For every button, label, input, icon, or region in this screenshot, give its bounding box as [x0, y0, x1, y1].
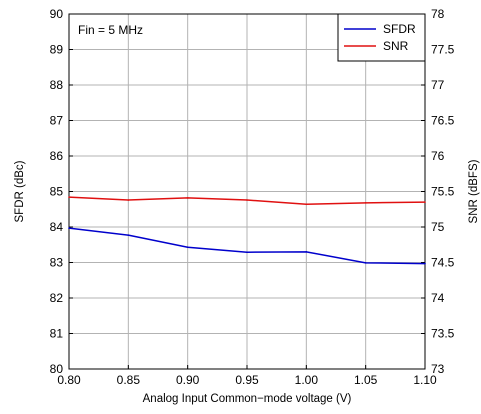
data-point-sfdr — [127, 234, 130, 236]
x-tick-label-0-90: 0.90 — [176, 373, 200, 387]
y-right-tick-label-76: 76 — [431, 149, 445, 163]
x-tick-label-1-05: 1.05 — [354, 373, 378, 387]
x-tick-label-0-80: 0.80 — [57, 373, 81, 387]
annotation-text: Fin = 5 MHz — [78, 23, 143, 37]
y-left-tick-label-86: 86 — [50, 149, 64, 163]
y-right-tick-label-77-5: 77.5 — [431, 43, 455, 57]
x-tick-label-1-10: 1.10 — [413, 373, 437, 387]
y-right-tick-label-78: 78 — [431, 7, 445, 21]
series-lines — [68, 196, 426, 265]
data-point-sfdr — [186, 246, 189, 249]
data-point-sfdr — [305, 251, 308, 253]
y-right-tick-label-74: 74 — [431, 291, 445, 305]
legend: SFDR SNR — [337, 13, 426, 62]
data-point-snr — [305, 203, 308, 206]
data-point-sfdr — [68, 227, 70, 229]
y-left-tick-label-85: 85 — [50, 185, 64, 199]
x-tick-label-0-85: 0.85 — [117, 373, 141, 387]
y-axis-title-left: SFDR (dBc) — [14, 160, 26, 222]
y-right-tick-label-74-5: 74.5 — [431, 256, 455, 270]
data-point-sfdr — [246, 251, 248, 254]
data-point-sfdr — [424, 262, 426, 265]
y-left-tick-label-87: 87 — [50, 114, 64, 128]
legend-label-snr: SNR — [383, 39, 409, 53]
data-point-snr — [364, 202, 367, 204]
y-left-tick-label-81: 81 — [50, 327, 64, 341]
axis-ticks: 0.80 0.85 0.90 0.95 1.00 1.05 1.10 80 81 82 83 84 85… — [50, 7, 455, 387]
y-right-tick-label-73-5: 73.5 — [431, 327, 455, 341]
data-point-snr — [127, 199, 130, 201]
y-left-tick-label-90: 90 — [50, 7, 64, 21]
x-tick-label-0-95: 0.95 — [235, 373, 259, 387]
legend-label-sfdr: SFDR — [383, 22, 416, 36]
data-point-snr — [186, 197, 189, 199]
y-left-tick-label-82: 82 — [50, 291, 64, 305]
y-left-tick-label-88: 88 — [50, 78, 64, 92]
y-right-tick-label-77: 77 — [431, 78, 445, 92]
grid — [69, 14, 425, 369]
y-right-tick-label-75-5: 75.5 — [431, 185, 455, 199]
y-left-tick-label-89: 89 — [50, 43, 64, 57]
y-axis-title-right: SNR (dBFS) — [468, 159, 480, 223]
legend-box — [337, 13, 426, 62]
y-left-tick-label-80: 80 — [50, 362, 64, 376]
data-point-snr — [246, 199, 248, 201]
data-point-snr — [424, 201, 426, 203]
data-point-sfdr — [364, 262, 367, 264]
y-right-tick-label-75: 75 — [431, 220, 445, 234]
data-point-snr — [68, 196, 70, 198]
x-axis-title: Analog Input Common−mode voltage (V) — [143, 393, 352, 405]
y-left-tick-label-84: 84 — [50, 220, 64, 234]
x-tick-label-1-00: 1.00 — [295, 373, 319, 387]
y-right-tick-label-76-5: 76.5 — [431, 114, 455, 128]
y-left-tick-label-83: 83 — [50, 256, 64, 270]
y-right-tick-label-73: 73 — [431, 362, 445, 376]
